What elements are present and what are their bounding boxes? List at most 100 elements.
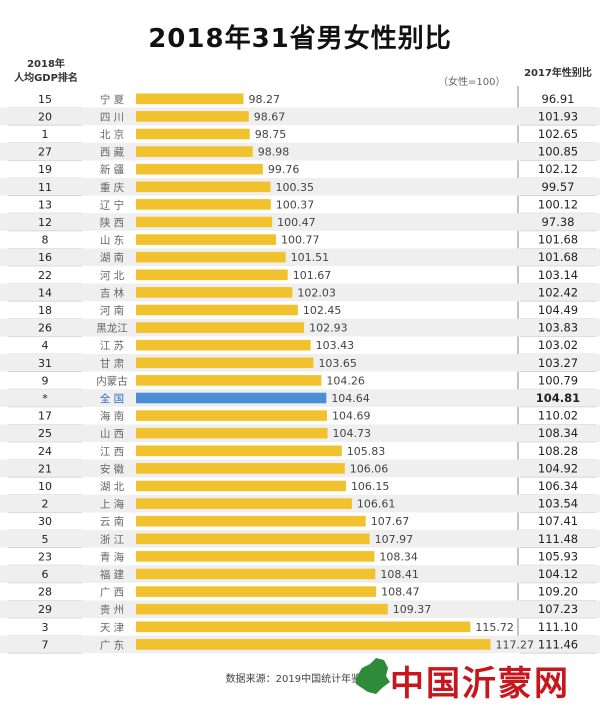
sex-ratio-bar <box>136 322 305 333</box>
bar-value-label: 106.15 <box>351 480 390 493</box>
sex-ratio-bar <box>136 392 327 404</box>
gdp-rank-label: 17 <box>38 410 52 423</box>
province-label: 全 国 <box>100 392 124 405</box>
gdp-rank-label: 11 <box>38 181 52 194</box>
bar-value-label: 105.83 <box>347 445 386 458</box>
sex-ratio-bar <box>136 533 370 545</box>
bar-value-label: 100.47 <box>277 216 316 229</box>
province-label: 四 川 <box>100 111 124 123</box>
bar-value-label: 106.61 <box>357 498 396 511</box>
province-label: 江 苏 <box>100 339 124 352</box>
sex-ratio-2017-value: 101.93 <box>538 109 578 123</box>
sex-ratio-2017-value: 108.34 <box>538 426 578 440</box>
province-label: 贵 州 <box>100 603 124 616</box>
bar-value-label: 108.47 <box>381 586 420 599</box>
gdp-rank-label: 16 <box>38 251 52 264</box>
sex-ratio-bar <box>136 146 253 157</box>
sex-ratio-bar <box>136 375 322 386</box>
bar-value-label: 98.98 <box>258 146 290 159</box>
gdp-rank-label: 30 <box>38 515 52 528</box>
gdp-rank-label: 10 <box>38 480 52 493</box>
province-label: 广 东 <box>100 638 124 651</box>
bar-value-label: 98.67 <box>254 110 286 123</box>
sex-ratio-2017-value: 111.10 <box>538 620 578 634</box>
sex-ratio-bar <box>136 445 342 457</box>
sex-ratio-bar <box>136 639 491 650</box>
province-label: 福 建 <box>100 568 125 581</box>
gdp-rank-label: 27 <box>38 146 52 159</box>
province-label: 湖 北 <box>100 481 125 493</box>
gdp-rank-label: 9 <box>42 374 49 387</box>
gdp-rank-label: 7 <box>42 638 49 651</box>
site-logo-text: 中国沂蒙网 <box>390 664 570 704</box>
sex-ratio-2017-value: 111.48 <box>538 532 578 546</box>
unit-note: （女性=100） <box>438 77 506 88</box>
bar-value-label: 109.37 <box>393 603 432 616</box>
sex-ratio-2017-value: 103.83 <box>538 321 578 335</box>
sex-ratio-2017-value: 107.23 <box>538 602 578 616</box>
gdp-rank-label: 4 <box>42 339 49 352</box>
gdp-rank-label: 22 <box>38 269 52 282</box>
gdp-rank-label: 25 <box>38 427 52 440</box>
gdp-rank-label: 29 <box>38 603 52 616</box>
sex-ratio-2017-value: 109.20 <box>538 585 578 599</box>
sex-ratio-bar <box>136 111 249 122</box>
province-label: 广 西 <box>100 587 124 599</box>
bar-value-label: 115.72 <box>475 621 514 634</box>
province-label: 浙 江 <box>100 534 125 546</box>
province-label: 西 藏 <box>100 147 125 159</box>
sex-ratio-2017-value: 106.34 <box>538 479 578 493</box>
sex-ratio-2017-value: 104.92 <box>538 461 578 475</box>
sex-ratio-bar <box>136 586 377 597</box>
sex-ratio-bar <box>136 216 273 228</box>
sex-ratio-bar <box>136 181 271 193</box>
gdp-rank-label: 28 <box>38 586 52 599</box>
row-stripe <box>0 107 600 126</box>
gdp-rank-label: 24 <box>38 445 52 458</box>
sex-ratio-bar <box>136 568 376 580</box>
gdp-rank-label: 3 <box>42 621 49 634</box>
bar-value-label: 106.06 <box>350 462 389 475</box>
sex-ratio-bar <box>136 128 250 140</box>
province-label: 甘 肃 <box>100 357 124 370</box>
sex-ratio-bar <box>136 515 366 527</box>
sex-ratio-bar <box>136 498 352 509</box>
sex-ratio-bar <box>136 234 277 245</box>
sex-ratio-bar <box>136 199 271 210</box>
gdp-rank-label: * <box>42 392 48 405</box>
province-label: 海 南 <box>100 410 124 423</box>
bar-value-label: 102.93 <box>309 322 348 335</box>
sex-ratio-2017-value: 110.02 <box>538 409 578 423</box>
bar-value-label: 98.27 <box>249 93 281 106</box>
sex-ratio-2017-value: 102.42 <box>538 285 578 299</box>
province-label: 天 津 <box>100 622 125 634</box>
gdp-rank-label: 8 <box>42 234 49 247</box>
sex-ratio-bar <box>136 463 345 474</box>
province-label: 山 东 <box>100 234 124 247</box>
province-label: 上 海 <box>100 498 125 511</box>
bar-value-label: 103.65 <box>318 357 357 370</box>
bar-value-label: 101.51 <box>291 251 330 264</box>
bar-value-label: 107.97 <box>375 533 414 546</box>
china-map-logo-icon <box>356 658 390 694</box>
sex-ratio-2017-value: 100.85 <box>538 145 578 159</box>
bar-value-label: 99.76 <box>268 163 300 176</box>
sex-ratio-2017-value: 101.68 <box>538 250 578 264</box>
sex-ratio-bar <box>136 357 314 369</box>
bar-value-label: 104.73 <box>332 427 371 440</box>
sex-ratio-2017-value: 104.12 <box>538 567 578 581</box>
gdp-rank-label: 15 <box>38 93 52 106</box>
province-label: 吉 林 <box>100 286 125 299</box>
gdp-rank-header-label: 人均GDP排名 <box>14 73 78 84</box>
gdp-rank-label: 23 <box>38 550 52 563</box>
data-source-footer: 数据来源：2019中国统计年鉴 制 <box>225 674 375 685</box>
province-label: 陕 西 <box>100 216 124 229</box>
gdp-rank-header-year: 2018年 <box>27 59 65 70</box>
sex-ratio-2017-value: 100.79 <box>538 373 578 387</box>
sex-ratio-bar <box>136 287 293 298</box>
bar-value-label: 104.26 <box>326 374 365 387</box>
gdp-rank-label: 2 <box>42 498 49 511</box>
sex-ratio-bar <box>136 163 263 175</box>
sex-ratio-2017-value: 103.02 <box>538 338 578 352</box>
